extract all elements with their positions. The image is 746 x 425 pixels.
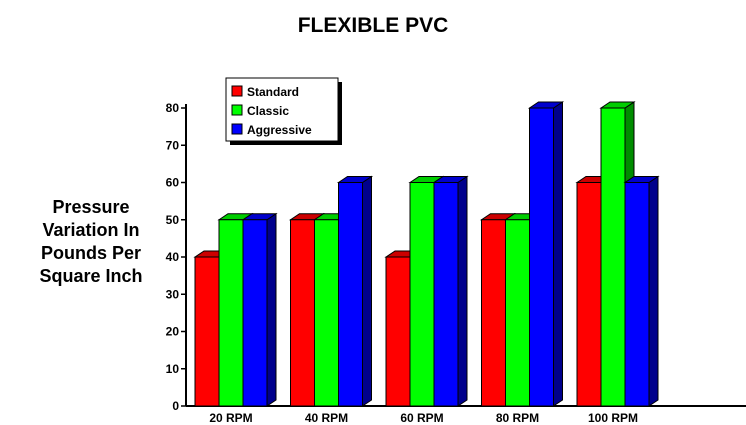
legend-label: Classic	[247, 104, 289, 118]
legend-label: Aggressive	[247, 123, 312, 137]
bar	[529, 107, 554, 407]
y-axis-title-line: Variation In	[42, 220, 140, 240]
legend-label: Standard	[247, 85, 299, 99]
bar-side	[648, 175, 659, 407]
bar	[290, 219, 315, 407]
legend-swatch	[231, 85, 243, 97]
bar	[624, 182, 650, 407]
legend-swatch	[231, 123, 243, 135]
bar	[338, 182, 363, 407]
x-tick-label: 20 RPM	[209, 411, 252, 425]
y-tick-label: 50	[166, 213, 180, 227]
bar	[218, 219, 244, 407]
y-axis-title-line: Pounds Per	[40, 243, 142, 263]
x-tick-label: 40 RPM	[305, 411, 348, 425]
y-tick-label: 10	[166, 362, 180, 376]
bar	[314, 219, 339, 407]
bar	[433, 182, 459, 407]
bar	[600, 107, 626, 407]
bar-side	[266, 212, 277, 407]
y-tick-label: 0	[172, 399, 179, 413]
bar-side	[457, 175, 468, 407]
y-tick-label: 40	[166, 250, 180, 264]
y-tick-label: 80	[166, 101, 180, 115]
y-tick-label: 60	[166, 176, 180, 190]
y-tick-label: 70	[166, 138, 180, 152]
bar	[505, 219, 530, 407]
x-tick-label: 80 RPM	[496, 411, 539, 425]
bar	[242, 219, 268, 407]
bar-side	[362, 175, 372, 407]
y-axis-title: Pressure Variation In Pounds Per Square …	[20, 196, 162, 288]
y-tick-label: 30	[166, 287, 180, 301]
bar	[409, 182, 435, 407]
bar	[481, 219, 506, 407]
bar	[385, 256, 411, 407]
y-axis-title-line: Square Inch	[39, 266, 143, 286]
x-tick-label: 60 RPM	[400, 411, 443, 425]
x-tick-label: 100 RPM	[588, 411, 638, 425]
bar	[576, 182, 602, 407]
y-tick-label: 20	[166, 325, 180, 339]
chart-title: FLEXIBLE PVC	[297, 14, 449, 37]
legend-box	[225, 77, 339, 142]
bar	[194, 256, 220, 407]
y-axis-title-line: Pressure	[52, 197, 130, 217]
legend-swatch	[231, 104, 243, 116]
bar-side	[553, 101, 563, 407]
